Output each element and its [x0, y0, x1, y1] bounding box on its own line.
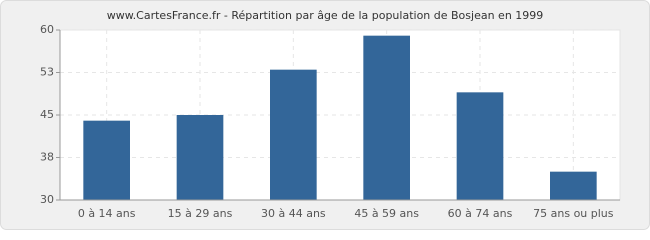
y-tick-label: 38	[40, 151, 54, 164]
y-tick-label: 60	[40, 23, 54, 36]
bar	[270, 69, 317, 201]
y-tick-label: 45	[40, 108, 54, 121]
bar	[456, 92, 504, 200]
x-tick-label: 30 à 44 ans	[261, 207, 326, 220]
x-tick-label: 15 à 29 ans	[168, 207, 233, 220]
x-tick-label: 60 à 74 ans	[448, 207, 513, 220]
x-tick-label: 75 ans ou plus	[533, 207, 614, 220]
y-tick-label: 53	[40, 66, 54, 79]
bar	[176, 115, 224, 200]
y-tick-label: 30	[40, 193, 54, 206]
x-tick-label: 45 à 59 ans	[354, 207, 419, 220]
bar	[83, 120, 130, 200]
bar	[363, 35, 410, 200]
chart-title: www.CartesFrance.fr - Répartition par âg…	[107, 9, 544, 22]
x-tick-label: 0 à 14 ans	[78, 207, 136, 220]
page: www.CartesFrance.fr - Répartition par âg…	[0, 0, 650, 230]
bar	[550, 171, 597, 200]
chart: www.CartesFrance.fr - Répartition par âg…	[0, 0, 650, 230]
